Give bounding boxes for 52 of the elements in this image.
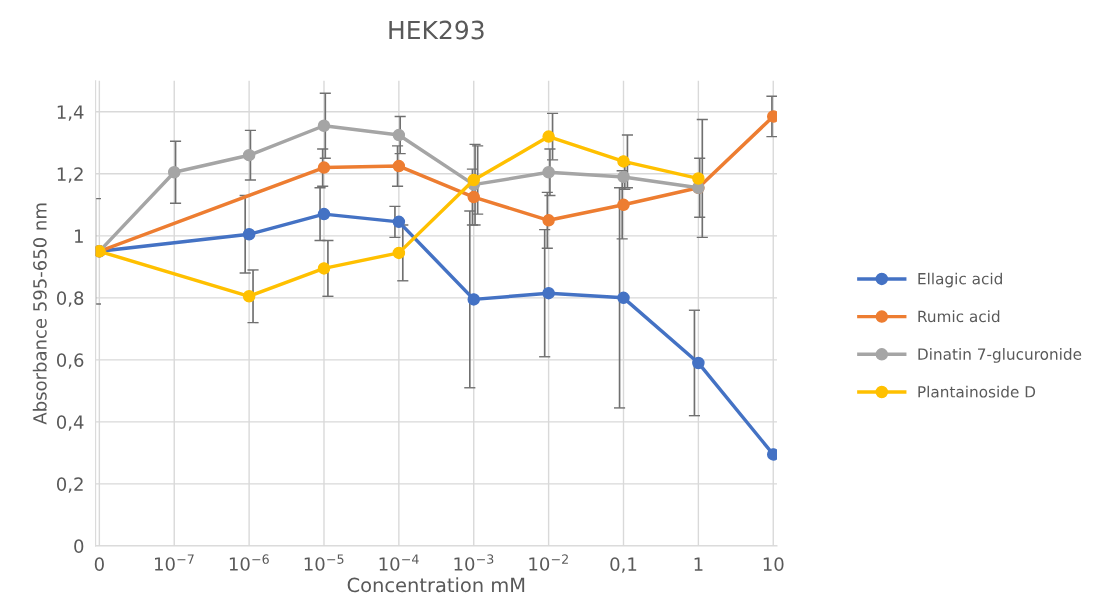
x-tick-label: 1 (694, 557, 703, 571)
point (317, 207, 331, 221)
chart-title: HEK293 (389, 20, 484, 40)
point (392, 246, 406, 260)
y-tick-label: 1 (75, 229, 83, 243)
point (617, 291, 630, 305)
y-tick-label: 1,4 (57, 105, 84, 121)
y-tick-label: 0,4 (56, 415, 84, 431)
point (766, 110, 777, 123)
point (542, 286, 555, 300)
y-tick-label: 1,2 (57, 167, 83, 183)
point (542, 130, 555, 143)
point (467, 173, 480, 187)
point (242, 228, 256, 241)
point (467, 293, 480, 306)
legend-label: Plantainoside D (918, 385, 1036, 398)
point (317, 262, 331, 275)
y-tick-label: 0,6 (56, 353, 84, 369)
point (167, 166, 181, 179)
y-axis-title: Absorbance 595-650 nm (32, 203, 47, 425)
point (467, 190, 480, 204)
x-tick-label: 10$^{−2}$ (529, 554, 568, 571)
x-tick-label: 0 (94, 557, 104, 571)
point (692, 356, 705, 370)
x-tick-label: 10 (763, 557, 784, 571)
legend-label: Rumic acid (918, 310, 1000, 323)
point (766, 448, 777, 461)
point (317, 161, 331, 174)
y-tick-label: 0,2 (56, 477, 83, 493)
point (317, 119, 331, 132)
x-axis-title: Concentration mM (347, 577, 525, 593)
y-tick-label: 0,8 (56, 291, 84, 307)
point (392, 215, 406, 229)
point (617, 198, 630, 212)
point (542, 166, 555, 179)
legend-label: Dinatin 7-glucuronide (918, 348, 1082, 363)
point (392, 159, 406, 173)
point (242, 290, 256, 303)
x-tick-label: 10$^{−6}$ (229, 554, 269, 571)
x-tick-label: 10$^{−3}$ (454, 554, 494, 571)
x-tick-label: 10$^{−7}$ (155, 554, 194, 571)
x-tick-label: 0,1 (610, 557, 637, 573)
point (242, 148, 256, 162)
legend-label: Ellagic acid (918, 272, 1002, 288)
y-tick-label: 0 (74, 539, 84, 554)
point (542, 214, 555, 227)
x-tick-label: 10$^{−4}$ (379, 554, 419, 571)
x-tick-label: 10$^{−5}$ (304, 554, 344, 571)
point (692, 172, 705, 185)
point (617, 170, 630, 184)
point (392, 128, 406, 142)
point (617, 155, 630, 168)
